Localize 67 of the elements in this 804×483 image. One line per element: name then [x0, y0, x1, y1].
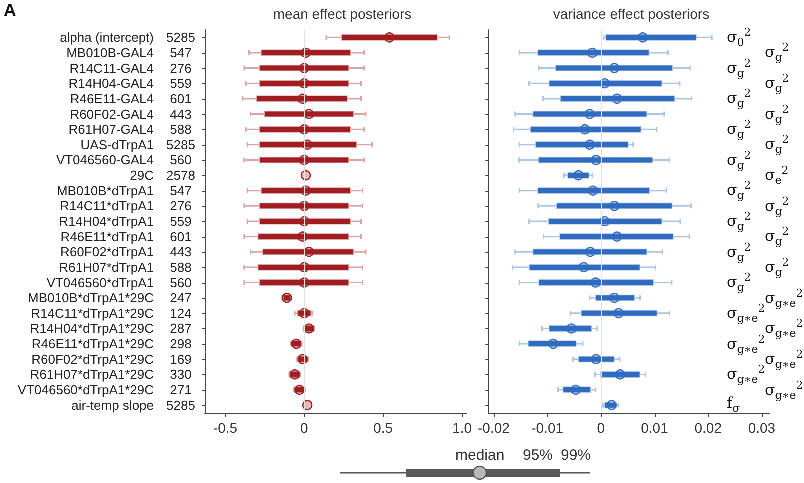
y-tick-label: alpha (intercept) [60, 30, 154, 46]
x-tick-label: 0.01 [641, 420, 669, 436]
y2-tick-label: 443 [170, 106, 192, 122]
y2-tick-label: 2578 [166, 168, 196, 184]
y2-tick-label: 547 [170, 45, 192, 60]
x-tick-label: -0.02 [478, 420, 510, 436]
y-tick-label: R61H07-GAL4 [68, 122, 154, 138]
chart-title: mean effect posteriors [273, 6, 412, 22]
x-tick-label: 0.03 [748, 420, 776, 436]
y-tick-label: air-temp slope [72, 398, 154, 413]
x-tick-label: 1.0 [452, 420, 472, 436]
y-tick-label: R60F02*dTrpA1*29C [32, 352, 154, 367]
y2-tick-label: 124 [170, 306, 192, 321]
y2-tick-label: 169 [170, 352, 192, 367]
y-tick-label: R14H04*dTrpA1 [59, 214, 154, 229]
y-tick-label: UAS-dTrpA1 [80, 137, 154, 152]
y2-tick-label: 560 [170, 152, 192, 168]
y2-tick-label: 330 [170, 367, 192, 382]
y-tick-label: R46E11-GAL4 [70, 91, 154, 106]
y2-tick-label: 601 [170, 91, 192, 106]
y-tick-label: MB010B*dTrpA1*29C [28, 290, 154, 306]
y2-tick-label: 559 [170, 76, 192, 92]
y2-tick-label: 5285 [166, 30, 196, 46]
y-tick-label: 29C [130, 168, 154, 184]
x-tick-label: 0.5 [374, 420, 394, 436]
x-tick-label: 0 [597, 420, 606, 436]
y-tick-label: VT046560*dTrpA1 [46, 275, 154, 290]
y-tick-label: R14C11-GAL4 [70, 60, 154, 76]
y-tick-label: MB010B-GAL4 [66, 45, 154, 60]
y2-tick-label: 276 [170, 60, 192, 76]
y-tick-label: R14H04-GAL4 [68, 76, 154, 92]
y2-tick-label: 588 [170, 260, 192, 275]
y2-tick-label: 276 [170, 198, 192, 214]
text: A [4, 1, 16, 21]
y2-tick-label: 287 [170, 321, 192, 336]
y2-tick-label: 271 [170, 382, 192, 398]
y2-tick-label: 5285 [166, 137, 196, 152]
y-tick-label: R14H04*dTrpA1*29C [30, 321, 154, 336]
text: 99% [561, 447, 592, 464]
y-tick-label: R61H07*dTrpA1*29C [30, 367, 154, 382]
y-tick-label: R60F02*dTrpA1 [60, 244, 154, 260]
x-tick-label: 0.02 [694, 420, 722, 436]
y2-tick-label: 559 [170, 214, 192, 229]
y2-tick-label: 443 [170, 244, 192, 260]
y-tick-label: R46E11*dTrpA1 [60, 229, 154, 244]
y-tick-label: R60F02-GAL4 [70, 106, 154, 122]
y-tick-label: f$_{σ}$ [727, 394, 740, 416]
x-tick-label: -0.5 [213, 420, 238, 436]
x-tick-label: -0.01 [532, 420, 564, 436]
text: median [456, 447, 505, 464]
text: 95% [523, 447, 554, 464]
y-tick-label: MB010B*dTrpA1 [56, 183, 154, 198]
x-tick-label: 0 [300, 420, 309, 436]
y2-tick-label: 247 [170, 290, 192, 306]
y2-tick-label: 547 [170, 183, 192, 198]
y-tick-label: VT046560-GAL4 [56, 152, 154, 168]
y2-tick-label: 588 [170, 122, 192, 138]
y-tick-label: R61H07*dTrpA1 [59, 260, 154, 275]
y2-tick-label: 298 [170, 336, 192, 352]
y2-tick-label: 5285 [166, 398, 196, 413]
y-tick-label: VT046560*dTrpA1*29C [18, 382, 154, 398]
y-tick-label: R14C11*dTrpA1*29C [31, 306, 154, 321]
chart-title: variance effect posteriors [553, 6, 710, 22]
y-tick-label: R46E11*dTrpA1*29C [32, 336, 154, 352]
y2-tick-label: 560 [170, 275, 192, 290]
y2-tick-label: 601 [170, 229, 192, 244]
y-tick-label: R14C11*dTrpA1 [60, 198, 154, 214]
